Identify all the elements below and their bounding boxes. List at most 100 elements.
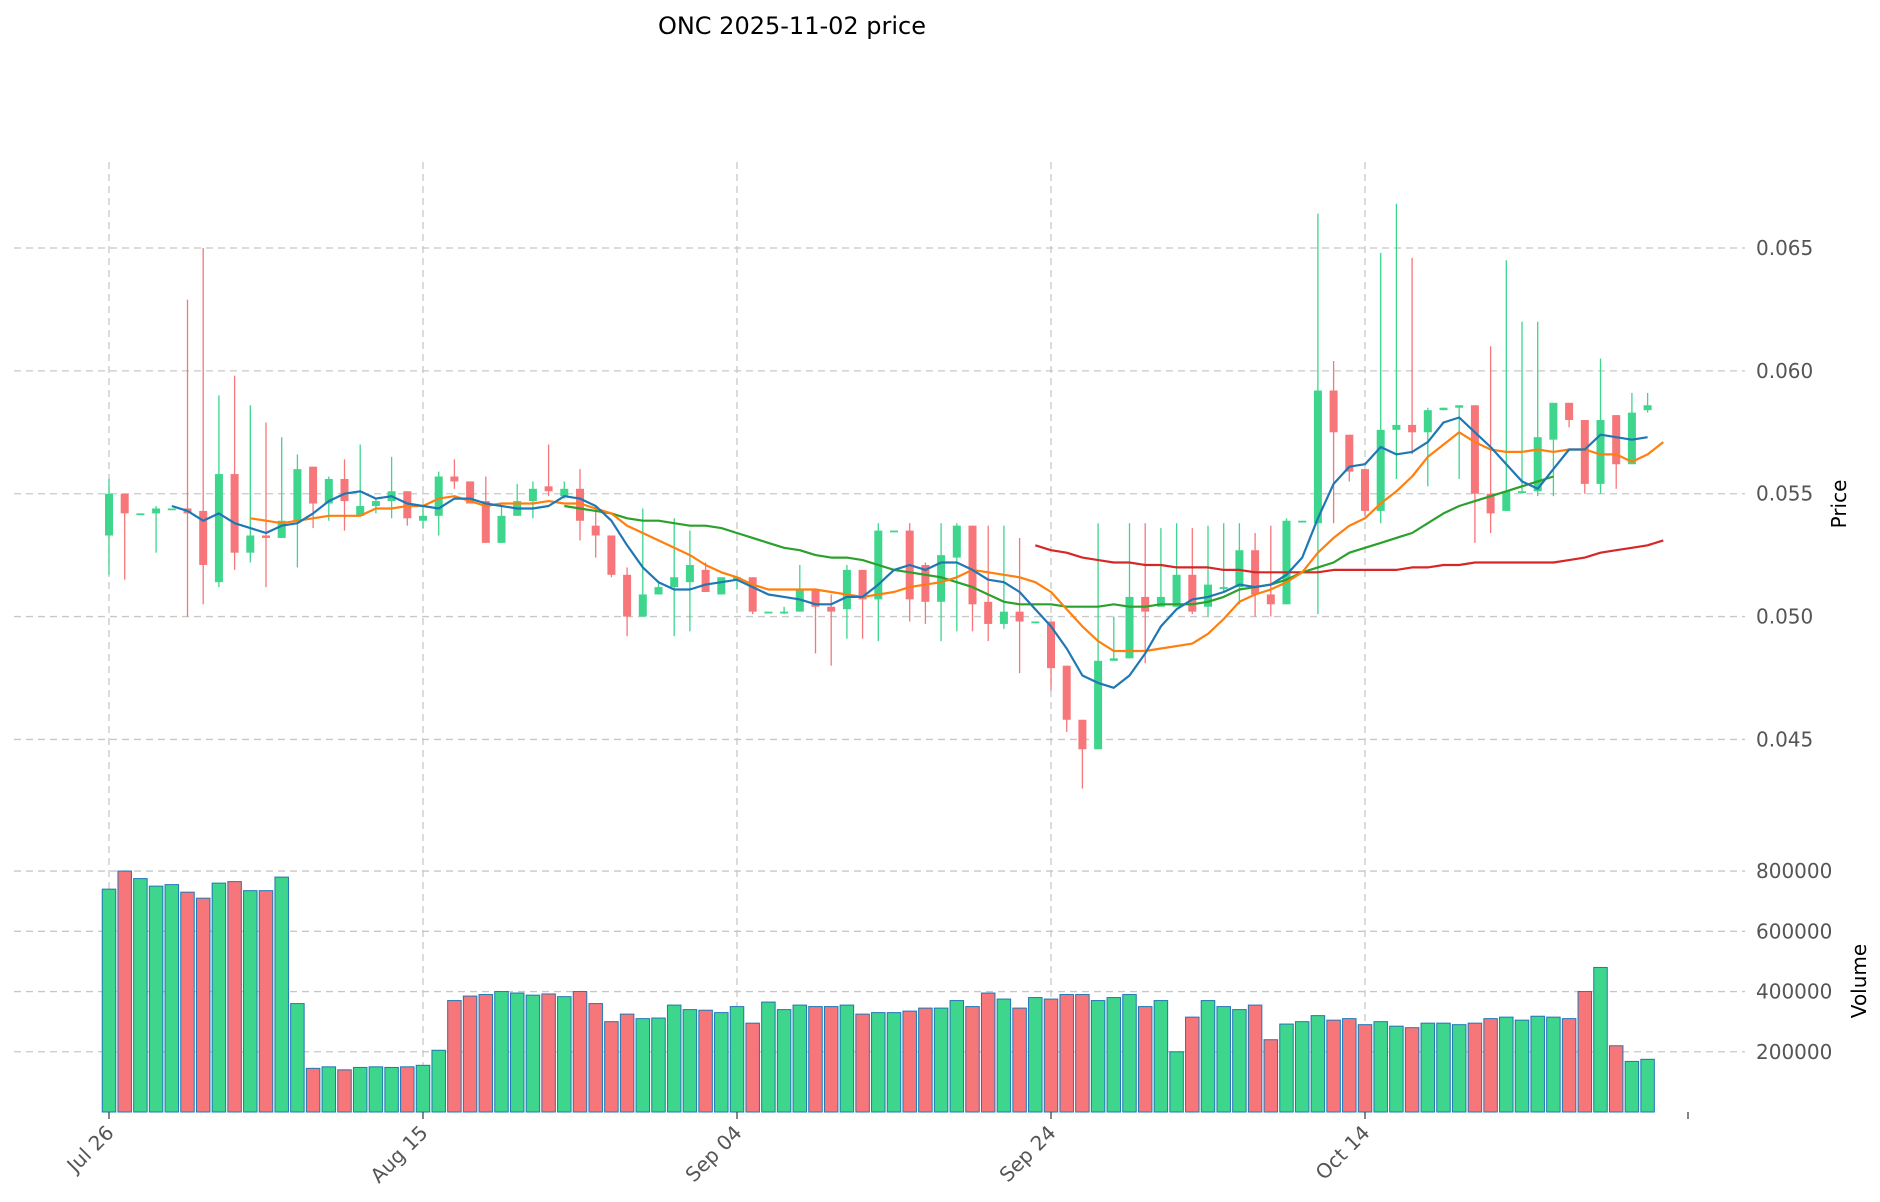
price-tick-label: 0.050: [1756, 605, 1813, 629]
ma60-line: [1034, 539, 1664, 574]
volume-bar: [886, 1012, 902, 1113]
candle-body: [1298, 520, 1307, 523]
candle-body: [1266, 594, 1275, 605]
volume-bar: [148, 885, 164, 1113]
candle-body: [1596, 420, 1605, 484]
volume-tick-label: 200000: [1756, 1040, 1832, 1064]
candle-body: [1486, 493, 1495, 514]
volume-bar: [635, 1018, 651, 1113]
candle-body: [1078, 719, 1087, 750]
volume-bar: [1467, 1022, 1483, 1113]
volume-bar: [164, 884, 180, 1113]
volume-bar: [337, 1069, 352, 1113]
volume-bar: [792, 1004, 808, 1113]
candle-body: [1408, 424, 1417, 433]
moving-averages: [171, 416, 1664, 689]
candle-body: [780, 611, 789, 614]
volume-bar: [902, 1010, 917, 1113]
candle-body: [576, 488, 584, 521]
candle-body: [434, 476, 443, 516]
volume-bar: [101, 888, 117, 1113]
volume-bar: [1294, 1021, 1310, 1113]
volume-bar: [117, 870, 132, 1113]
candle-body: [937, 555, 946, 602]
candle-body: [309, 466, 318, 504]
volume-bar: [195, 897, 211, 1113]
volume-bar: [368, 1066, 384, 1113]
volume-bar: [1624, 1060, 1640, 1113]
candle-body: [764, 611, 773, 614]
volume-bar: [996, 998, 1012, 1113]
candle-body: [984, 601, 993, 624]
price-tick-label: 0.065: [1756, 236, 1813, 260]
volume-bar: [400, 1066, 415, 1113]
volume-bar: [227, 881, 242, 1113]
volume-bar: [305, 1067, 321, 1113]
volume-bar: [918, 1007, 933, 1113]
candle-body: [262, 535, 270, 538]
candle-body: [403, 491, 412, 519]
ma5-line: [171, 416, 1648, 689]
volume-bar: [1436, 1022, 1451, 1113]
candle-body: [324, 478, 333, 504]
candle-body: [1627, 412, 1636, 465]
candle-body: [497, 515, 506, 543]
volume-bar: [1373, 1021, 1388, 1113]
candle-body: [1549, 402, 1558, 440]
volume-bar: [1420, 1022, 1436, 1113]
candle-body: [356, 506, 365, 516]
volume-bar: [478, 994, 494, 1113]
volume-bar: [745, 1022, 760, 1113]
date-tick-label: Sep 04: [680, 1121, 746, 1187]
volume-bar: [133, 878, 148, 1113]
volume-bar: [1122, 994, 1137, 1113]
volume-bar: [258, 890, 274, 1113]
volume-tick-label: 600000: [1756, 919, 1832, 943]
candle-body: [890, 530, 898, 533]
volume-bar: [1200, 1000, 1216, 1113]
candle-body: [1062, 665, 1071, 720]
candle-body: [419, 515, 427, 521]
ma10-line: [250, 431, 1664, 653]
volume-bar: [415, 1064, 431, 1113]
date-tick-label: Oct 14: [1311, 1121, 1375, 1185]
candle-body: [591, 525, 600, 536]
volume-bar: [1232, 1009, 1247, 1113]
date-tick-label: Jul 26: [61, 1121, 119, 1179]
candle-body: [277, 520, 286, 538]
candle-body: [1125, 596, 1134, 659]
candle-body: [1455, 405, 1464, 408]
volume-bar: [714, 1012, 729, 1113]
volume-bar: [823, 1006, 839, 1113]
volume-bar: [933, 1007, 949, 1113]
volume-bar: [1012, 1007, 1027, 1113]
candle-body: [811, 589, 820, 607]
candle-body: [1219, 587, 1228, 589]
candle-body: [717, 577, 726, 595]
volume-bar: [619, 1013, 635, 1113]
volume-bar: [839, 1004, 855, 1113]
date-tick-label: Aug 15: [365, 1121, 432, 1188]
candle-body: [1094, 660, 1103, 750]
volume-bar: [572, 991, 588, 1113]
volume-bar: [1216, 1006, 1231, 1113]
candle-body: [623, 574, 632, 617]
volume-bar: [211, 882, 227, 1113]
candle-body: [748, 577, 757, 612]
volume-bar: [1263, 1039, 1279, 1113]
volume-bar: [1185, 1016, 1200, 1113]
volume-bar: [651, 1017, 666, 1113]
candle-body: [1156, 596, 1165, 607]
candle-body: [1031, 621, 1040, 624]
grid-layer: [14, 162, 1745, 1112]
candle-body: [1109, 658, 1118, 661]
candle-body: [120, 493, 129, 514]
volume-bar: [1075, 994, 1090, 1113]
volume-bar: [1169, 1051, 1184, 1113]
ma20-line: [564, 475, 1554, 608]
candle-body: [795, 589, 804, 612]
chart-title: ONC 2025-11-02 price: [658, 12, 926, 40]
volume-bar: [1577, 991, 1593, 1113]
candle-body: [607, 535, 616, 575]
candle-body: [560, 488, 569, 497]
